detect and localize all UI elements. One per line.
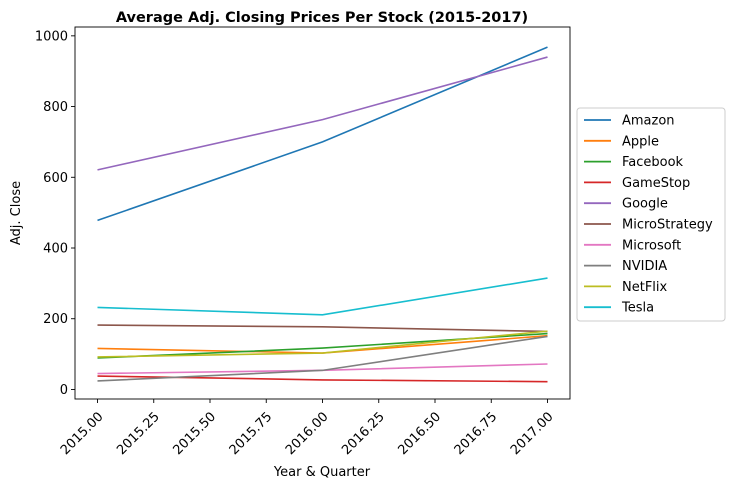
series-line-microsoft — [97, 363, 548, 375]
legend-label-gamestop: GameStop — [622, 176, 690, 191]
legend-label-tesla: Tesla — [621, 301, 654, 316]
y-tick-label: 800 — [43, 100, 68, 115]
y-tick-label: 0 — [60, 383, 68, 398]
x-tick-label: 2016.50 — [395, 409, 444, 458]
legend-frame — [576, 107, 726, 322]
legend-label-facebook: Facebook — [622, 155, 684, 170]
x-tick-label: 2016.75 — [452, 409, 501, 458]
x-tick-label: 2015.50 — [170, 409, 219, 458]
x-tick-label: 2016.00 — [283, 409, 332, 458]
legend-label-microsoft: Microsoft — [622, 238, 681, 253]
plot-frame — [74, 26, 571, 400]
series-line-tesla — [97, 277, 548, 316]
x-tick-label: 2016.25 — [339, 409, 388, 458]
legend: Amazon Apple Facebook GameStop Google MicroSt… — [576, 107, 726, 322]
legend-label-netflix: NetFlix — [622, 280, 668, 295]
x-tick-label: 2015.75 — [227, 409, 276, 458]
series-line-amazon — [97, 46, 548, 222]
series-line-google — [97, 56, 548, 171]
y-tick-label: 1000 — [35, 29, 68, 44]
y-axis: 0 200 400 600 800 1000 — [35, 29, 75, 398]
x-axis: 2015.00 2015.25 2015.50 2015.75 2016.00 2016.… — [58, 399, 557, 458]
legend-label-google: Google — [622, 197, 668, 212]
y-axis-label: Adj. Close — [9, 181, 24, 245]
series-line-nvidia — [97, 335, 548, 382]
y-tick-label: 200 — [43, 312, 68, 327]
series-line-netflix — [97, 330, 548, 358]
series-lines — [97, 46, 548, 383]
series-line-microstrategy — [97, 324, 548, 333]
x-axis-label: Year & Quarter — [273, 465, 371, 480]
legend-label-amazon: Amazon — [622, 114, 675, 129]
series-line-gamestop — [97, 375, 548, 383]
legend-label-nvidia: NVIDIA — [622, 259, 667, 274]
x-tick-label: 2015.25 — [114, 409, 163, 458]
y-tick-label: 400 — [43, 242, 68, 257]
x-tick-label: 2015.00 — [58, 409, 107, 458]
chart-title: Average Adj. Closing Prices Per Stock (2… — [116, 10, 528, 26]
legend-label-apple: Apple — [622, 134, 659, 149]
x-tick-label: 2017.00 — [508, 409, 557, 458]
y-tick-label: 600 — [43, 171, 68, 186]
legend-label-microstrategy: MicroStrategy — [622, 218, 713, 233]
